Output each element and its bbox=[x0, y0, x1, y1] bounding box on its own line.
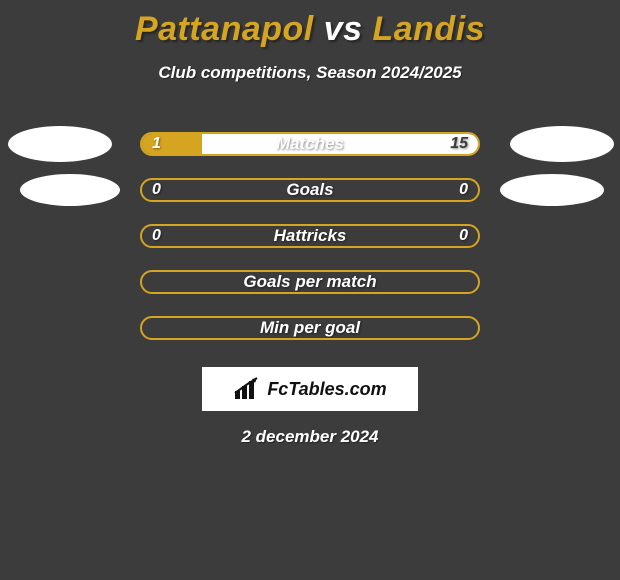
team-badge-left bbox=[20, 174, 120, 206]
stat-bar: 115Matches bbox=[140, 132, 480, 156]
chart-icon bbox=[233, 377, 261, 401]
stat-bar: 0 0Goals bbox=[140, 178, 480, 202]
stat-value-left: 0 bbox=[142, 180, 171, 200]
page-root: Pattanapol vs Landis Club competitions, … bbox=[0, 0, 620, 580]
stat-value-right: 0 bbox=[449, 180, 478, 200]
site-logo[interactable]: FcTables.com bbox=[202, 367, 418, 411]
stat-label: Hattricks bbox=[142, 226, 478, 246]
stat-row: 0 0Hattricks bbox=[0, 213, 620, 259]
stat-label: Goals per match bbox=[142, 272, 478, 292]
stat-bar: Goals per match bbox=[140, 270, 480, 294]
stat-value-right: 15 bbox=[440, 134, 478, 154]
stat-row: Goals per match bbox=[0, 259, 620, 305]
page-date: 2 december 2024 bbox=[0, 427, 620, 447]
stat-row: 0 0Goals bbox=[0, 167, 620, 213]
page-title: Pattanapol vs Landis bbox=[0, 0, 620, 49]
team-badge-right bbox=[500, 174, 604, 206]
stat-bar: Min per goal bbox=[140, 316, 480, 340]
title-player-right: Landis bbox=[372, 10, 485, 48]
stat-value-left: 0 bbox=[142, 226, 171, 246]
stat-label: Min per goal bbox=[142, 318, 478, 338]
title-player-left: Pattanapol bbox=[135, 10, 314, 48]
page-subtitle: Club competitions, Season 2024/2025 bbox=[0, 63, 620, 83]
stat-row: 115Matches bbox=[0, 121, 620, 167]
stat-row: Min per goal bbox=[0, 305, 620, 351]
team-badge-right bbox=[510, 126, 614, 162]
site-logo-text: FcTables.com bbox=[267, 379, 386, 400]
stat-rows: 115Matches00Goals00HattricksGoals per ma… bbox=[0, 121, 620, 351]
stat-bar: 0 0Hattricks bbox=[140, 224, 480, 248]
stat-fill-right bbox=[202, 134, 478, 154]
stat-label: Goals bbox=[142, 180, 478, 200]
stat-value-right: 0 bbox=[449, 226, 478, 246]
stat-value-left: 1 bbox=[142, 134, 171, 154]
title-vs: vs bbox=[324, 10, 363, 48]
team-badge-left bbox=[8, 126, 112, 162]
